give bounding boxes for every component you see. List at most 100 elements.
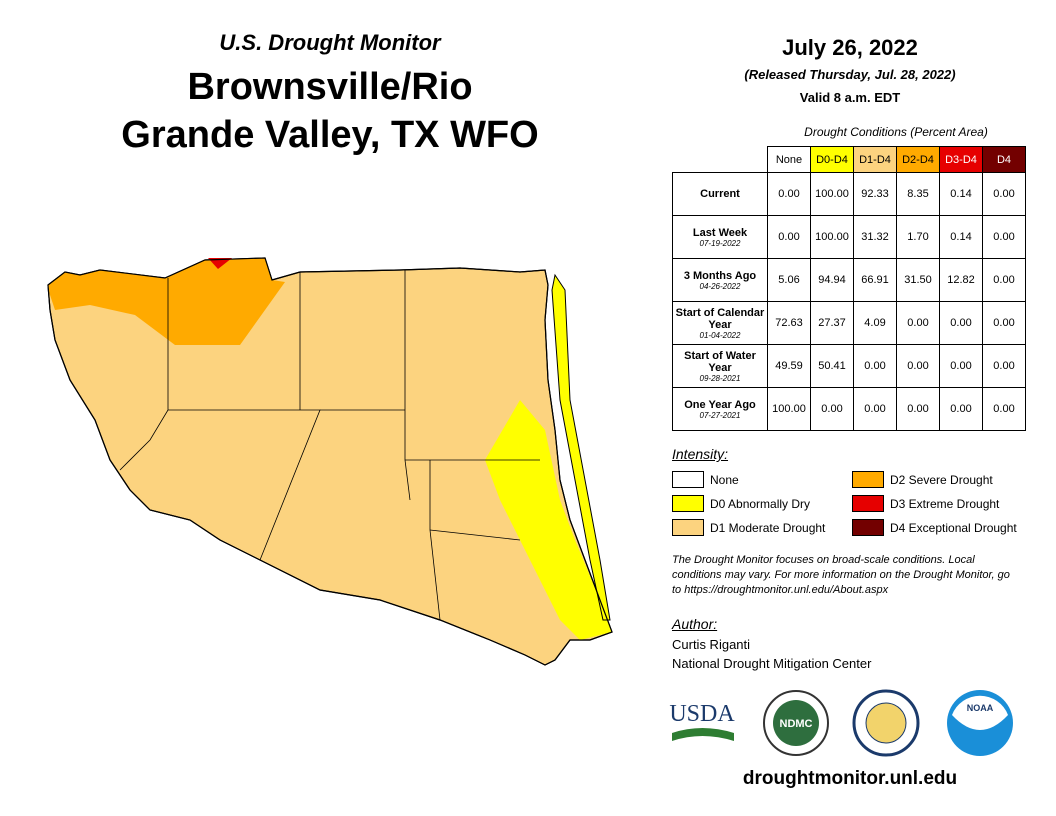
cell: 100.00 [810, 215, 854, 259]
legend-item: D2 Severe Drought [852, 471, 993, 488]
cell: 0.00 [982, 215, 1026, 259]
county-lines [119, 270, 540, 621]
row-date: 09-28-2021 [699, 373, 741, 383]
row-date: 07-27-2021 [699, 410, 741, 420]
cell: 0.00 [853, 344, 897, 388]
d3-area [208, 258, 232, 269]
table-row: Last Week 07-19-2022 0.00 100.00 31.32 1.70 0.… [672, 215, 1026, 259]
cell: 0.00 [853, 387, 897, 431]
row-label: 3 Months Ago 04-26-2022 [672, 258, 768, 302]
row-label: Current [672, 172, 768, 216]
row-date: 07-19-2022 [699, 238, 741, 248]
author-name: Curtis Riganti [672, 637, 751, 652]
cell: 0.00 [939, 387, 983, 431]
cell: 0.00 [767, 172, 811, 216]
legend-swatch [852, 471, 884, 488]
legend-swatch [852, 519, 884, 536]
map [47, 257, 613, 666]
table-row: Current 0.00 100.00 92.33 8.35 0.14 0.00 [672, 172, 1026, 216]
usda-logo: USDA [669, 701, 735, 727]
column-header: D4 [982, 146, 1026, 173]
ndmc-logo [773, 700, 819, 746]
title: Brownsville/Rio [187, 66, 473, 108]
row-date: 01-04-2022 [699, 330, 741, 340]
row-name: One Year Ago [684, 398, 756, 411]
row-label: Start of Calendar Year 01-04-2022 [672, 301, 768, 345]
legend-label: D3 Extreme Drought [890, 496, 1000, 511]
column-header: D0-D4 [810, 146, 854, 173]
cell: 0.00 [939, 301, 983, 345]
released: (Released Thursday, Jul. 28, 2022) [744, 67, 956, 82]
legend-swatch [672, 519, 704, 536]
legend-item: D1 Moderate Drought [672, 519, 825, 536]
cell: 0.00 [982, 172, 1026, 216]
valid: Valid 8 a.m. EDT [799, 90, 901, 105]
legend-title: Intensity: [672, 446, 729, 462]
table-row: Start of Calendar Year 01-04-2022 72.63 27.… [672, 301, 1026, 345]
region-outline [47, 257, 613, 666]
noaa-text: NOAA [967, 703, 994, 713]
cell: 0.00 [982, 387, 1026, 431]
row-name: Current [700, 188, 740, 200]
cell: 5.06 [767, 258, 811, 302]
row-label: One Year Ago 07-27-2021 [672, 387, 768, 431]
cell: 31.50 [896, 258, 940, 302]
legend-label: D2 Severe Drought [890, 472, 993, 487]
legend-item: D4 Exceptional Drought [852, 519, 1017, 536]
author-title: Author: [672, 616, 718, 632]
cell: 1.70 [896, 215, 940, 259]
legend-label: None [710, 472, 739, 487]
legend-swatch [852, 495, 884, 512]
note: The Drought Monitor focuses on broad-sca… [672, 554, 1010, 596]
row-label: Last Week 07-19-2022 [672, 215, 768, 259]
column-header: D3-D4 [939, 146, 983, 173]
noaa-bird [952, 695, 1008, 730]
legend-label: D0 Abnormally Dry [710, 496, 811, 511]
cell: 0.00 [896, 344, 940, 388]
island [551, 273, 611, 621]
doc-seal [865, 702, 907, 744]
legend-label: D4 Exceptional Drought [890, 520, 1017, 535]
cell: 12.82 [939, 258, 983, 302]
row-name: Last Week [692, 226, 748, 239]
cell: 4.09 [853, 301, 897, 345]
cell: 66.91 [853, 258, 897, 302]
column-header: None [767, 146, 811, 173]
ndmc-text: NDMC [780, 718, 813, 730]
cell: 94.94 [810, 258, 854, 302]
cell: 8.35 [896, 172, 940, 216]
footer: droughtmonitor.unl.edu [742, 768, 958, 789]
cell: 0.14 [939, 215, 983, 259]
table-caption: Drought Conditions (Percent Area) [804, 125, 988, 139]
cell: 92.33 [853, 172, 897, 216]
date: July 26, 2022 [782, 35, 918, 60]
column-header: D1-D4 [853, 146, 897, 173]
cell: 27.37 [810, 301, 854, 345]
row-label: Start of Water Year 09-28-2021 [672, 344, 768, 388]
subtitle: U.S. Drought Monitor [219, 30, 441, 55]
cell: 0.00 [896, 301, 940, 345]
legend-swatch [672, 471, 704, 488]
author-org: National Drought Mitigation Center [672, 656, 872, 671]
cell: 100.00 [810, 172, 854, 216]
cell: 0.00 [767, 215, 811, 259]
corner [673, 147, 768, 173]
cell: 50.41 [810, 344, 854, 388]
legend-label: D1 Moderate Drought [710, 520, 826, 535]
cell: 31.32 [853, 215, 897, 259]
cell: 0.00 [939, 344, 983, 388]
cell: 0.00 [982, 344, 1026, 388]
cell: 0.00 [982, 258, 1026, 302]
row-date: 04-26-2022 [699, 281, 741, 291]
legend-swatch [672, 495, 704, 512]
cell: 49.59 [767, 344, 811, 388]
row-name: Start of Calendar Year [675, 306, 765, 331]
legend-item: D3 Extreme Drought [852, 495, 999, 512]
table-row: One Year Ago 07-27-2021 100.00 0.00 0.00 0.00… [672, 387, 1026, 431]
logos: USDA NDMC NOAA [669, 689, 1013, 757]
legend-item: D0 Abnormally Dry [672, 495, 810, 512]
cell: 0.00 [896, 387, 940, 431]
table-row: 3 Months Ago 04-26-2022 5.06 94.94 66.91 31.5… [672, 258, 1026, 302]
header-row: None D0-D4 D1-D4 D2-D4 D3-D4 D4 [673, 146, 1026, 173]
